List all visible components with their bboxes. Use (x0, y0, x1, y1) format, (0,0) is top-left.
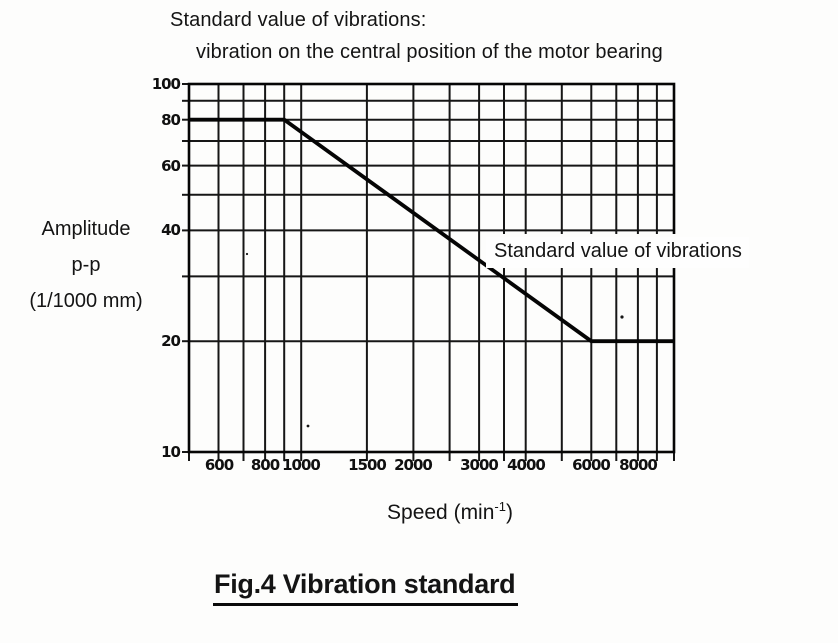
x-tick-label-2000: 2000 (394, 456, 433, 474)
y-tick-label-20: 20 (161, 332, 181, 350)
figure-caption: Fig.4 Vibration standard (213, 569, 519, 606)
y-axis-label-line-3: (1/1000 mm) (29, 290, 143, 312)
scan-artifacts (245, 252, 624, 428)
x-tick-label-4000: 4000 (507, 456, 546, 474)
y-axis-label-line-2: p-p (71, 254, 101, 276)
x-tick-label-3000: 3000 (460, 456, 499, 474)
y-axis-label: Amplitude p-p (1/1000 mm) (0, 211, 172, 319)
data-line-standard-value (189, 117, 674, 344)
x-axis-label-text: Speed (min (387, 501, 495, 524)
x-axis-label-close-paren: ) (505, 501, 513, 524)
y-tick-label-60: 60 (161, 157, 181, 175)
x-tick-label-1000: 1000 (282, 456, 321, 474)
x-tick-label-1500: 1500 (348, 456, 387, 474)
x-tick-label-600: 600 (204, 456, 234, 474)
chart-title-line-1: Standard value of vibrations: (170, 9, 427, 31)
x-tick-label-800: 800 (250, 456, 280, 474)
y-tick-label-40: 40 (161, 221, 181, 239)
x-tick-label-6000: 6000 (572, 456, 611, 474)
series-annotation-label: Standard value of vibrations (486, 237, 749, 268)
x-tick-label-8000: 8000 (619, 456, 658, 474)
x-axis-label: Speed (min-1) (355, 499, 545, 525)
y-tick-label-100: 100 (151, 75, 181, 93)
y-tick-label-80: 80 (161, 111, 181, 129)
x-axis-label-superscript: -1 (494, 499, 506, 514)
y-tick-label-10: 10 (161, 443, 181, 461)
chart-title-line-2: vibration on the central position of the… (196, 41, 663, 63)
y-axis-label-line-1: Amplitude (41, 218, 131, 240)
